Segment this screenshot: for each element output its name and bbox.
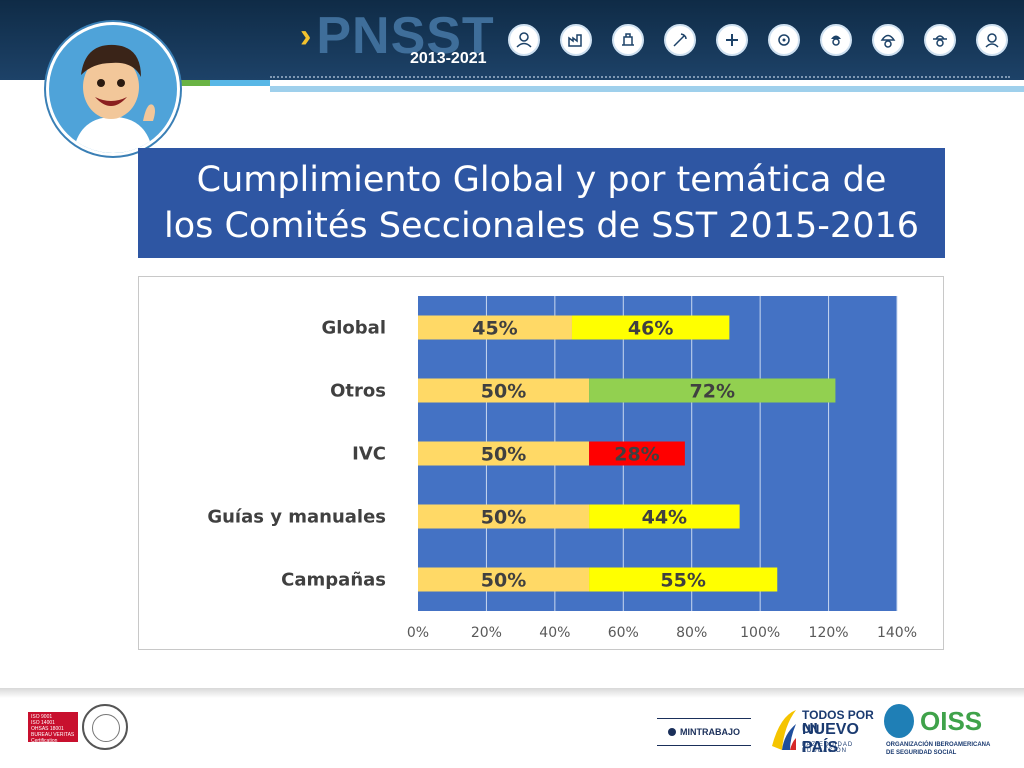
- x-tick-label: 40%: [539, 625, 570, 641]
- header-dotted-line: [270, 76, 1010, 78]
- x-tick-label: 120%: [809, 625, 849, 641]
- oiss-name: OISS: [920, 706, 983, 736]
- data-label: 50%: [481, 444, 526, 466]
- slide-title: Cumplimiento Global y por temática de lo…: [138, 148, 945, 258]
- bar-segment: [418, 567, 590, 592]
- data-label: 50%: [481, 507, 526, 529]
- chart-container: 0% 20% 40% 60% 80% 100% 120% 140% Global 45% 46% Ot…: [138, 276, 944, 650]
- accent-stripe-lightblue: [210, 80, 270, 86]
- iso-certification-badge: ISO 9001 ISO 14001 OHSAS 18001 BUREAU VE…: [28, 712, 78, 744]
- data-label: 28%: [614, 444, 659, 466]
- iso-line: ISO 14001: [31, 720, 55, 726]
- category-label: Campañas: [281, 570, 386, 591]
- sector-icons: [508, 24, 1008, 56]
- oiss-subtitle-2: DE SEGURIDAD SOCIAL: [886, 750, 957, 756]
- drop-icon: [884, 704, 914, 738]
- bureau-veritas-seal-icon: [82, 704, 128, 750]
- construction-icon: [612, 24, 644, 56]
- mining-icon: [664, 24, 696, 56]
- data-label: 50%: [481, 570, 526, 592]
- data-label: 45%: [472, 318, 517, 340]
- plan-period: 2013-2021: [410, 50, 487, 67]
- data-label: 55%: [660, 570, 705, 592]
- iso-line: Certification: [31, 738, 58, 744]
- industry-icon: [768, 24, 800, 56]
- data-label: 50%: [481, 381, 526, 403]
- bar-segment: [589, 504, 740, 529]
- bar-segment: [571, 315, 730, 340]
- category-label: Otros: [330, 381, 386, 402]
- stacked-bar-chart: 0% 20% 40% 60% 80% 100% 120% 140% Global 45% 46% Ot…: [207, 296, 917, 641]
- farmer-icon: [924, 24, 956, 56]
- data-label: 72%: [690, 381, 735, 403]
- iso-line: ISO 9001: [31, 714, 53, 720]
- bar-segment: [418, 504, 590, 529]
- mintrabajo-logo: MINTRABAJO: [657, 718, 751, 746]
- iso-line: OHSAS 18001: [31, 726, 64, 732]
- x-tick-label: 140%: [877, 625, 917, 641]
- x-tick-label: 80%: [676, 625, 707, 641]
- accent-stripe-blue: [270, 86, 1024, 92]
- category-label: Guías y manuales: [207, 507, 386, 528]
- brand-logo: ›PNSST: [300, 8, 495, 64]
- chevron-right-icon: ›: [300, 17, 313, 55]
- x-tick-label: 100%: [740, 625, 780, 641]
- title-line-2: los Comités Seccionales de SST 2015-2016: [164, 206, 919, 246]
- tpn-line-3: PAZ EQUIDAD EDUCACIÓN: [802, 742, 854, 754]
- x-tick-label: 20%: [471, 625, 502, 641]
- oiss-subtitle-1: ORGANIZACIÓN IBEROAMERICANA: [886, 742, 991, 748]
- data-label: 46%: [628, 318, 673, 340]
- footer: [0, 698, 1024, 768]
- bar-segment: [589, 567, 778, 592]
- firefighter-icon: [872, 24, 904, 56]
- workers-group-icon: [508, 24, 540, 56]
- oiss-logo: OISS ORGANIZACIÓN IBEROAMERICANA DE SEGU…: [884, 704, 1004, 760]
- iso-line: BUREAU VERITAS: [31, 732, 75, 738]
- engineer-icon: [976, 24, 1008, 56]
- bar-segment: [418, 315, 572, 340]
- factory-icon: [560, 24, 592, 56]
- bar-segment: [589, 378, 836, 403]
- footer-divider: [0, 688, 1024, 698]
- worker-icon: [820, 24, 852, 56]
- tpn-line-2: NUEVO PAÍS: [802, 721, 859, 756]
- x-tick-label: 60%: [608, 625, 639, 641]
- category-label: Global: [321, 318, 386, 339]
- x-tick-label: 0%: [407, 625, 429, 641]
- todos-por-un-nuevo-pais-logo: TODOS POR UN NUEVO PAÍS PAZ EQUIDAD EDUC…: [770, 706, 880, 756]
- colombia-flag-icon: [772, 710, 796, 750]
- category-label: IVC: [352, 444, 386, 465]
- tpn-line-1: TODOS POR UN: [802, 708, 874, 736]
- brand-text: PNSST: [316, 7, 495, 65]
- mascot-avatar: [46, 22, 180, 156]
- title-line-1: Cumplimiento Global y por temática de: [196, 160, 887, 200]
- data-label: 44%: [642, 507, 687, 529]
- ministry-name: MINTRABAJO: [680, 727, 740, 737]
- coat-of-arms-icon: [668, 728, 676, 736]
- bar-segment: [589, 441, 685, 466]
- healthcare-icon: [716, 24, 748, 56]
- bar-segment: [418, 378, 590, 403]
- bar-segment: [418, 441, 590, 466]
